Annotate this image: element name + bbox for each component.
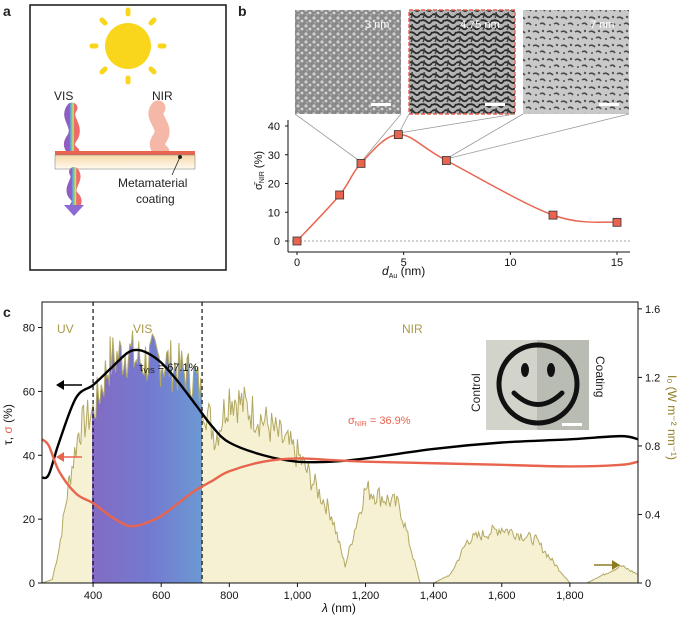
chart-c-y2-tick-label: 1.2	[645, 372, 660, 384]
chart-b-x-tick-label: 15	[611, 257, 623, 269]
sem-label-7nm: 7 nm	[590, 19, 614, 31]
svg-text:λ (nm): λ (nm)	[321, 601, 356, 615]
region-nir-label: NIR	[402, 322, 423, 336]
chart-c-y-tick-label: 20	[23, 514, 35, 526]
panel-b-letter: b	[238, 3, 247, 19]
coating-leader-dot	[178, 155, 182, 159]
chart-b-y-axis-label: σ̄NIR (%)	[253, 151, 266, 190]
arrow-right-irradiance-icon	[594, 560, 620, 570]
chart-b-data-point	[335, 190, 345, 200]
chart-b-y-tick-label: 30	[268, 150, 280, 162]
chart-c-x-tick-label: 600	[152, 590, 170, 602]
chart-c-y2-tick-label: 0.4	[645, 509, 660, 521]
chart-c-x-tick-label: 1,600	[488, 590, 516, 602]
coating-label-line2: coating	[136, 192, 175, 206]
arrow-left-tau-icon	[56, 380, 82, 390]
inset-control-label: Control	[469, 373, 483, 412]
chart-b-data-point	[548, 210, 558, 220]
chart-c-frame	[41, 301, 639, 584]
chart-b-y-tick-label: 20	[268, 179, 280, 191]
chart-b-data-point	[612, 217, 622, 227]
chart-c-y2-tick-label: 0.8	[645, 441, 660, 453]
chart-c-y-tick-label: 40	[23, 450, 35, 462]
coating-label-line1: Metamaterial	[118, 176, 187, 190]
chart-c-y2-tick-label: 1.6	[645, 304, 660, 316]
substrate-slab	[54, 154, 196, 170]
smiley-inset-photo	[486, 340, 589, 430]
sem-connector-lines	[294, 113, 630, 163]
nir-label: NIR	[152, 89, 173, 103]
sem-image-4.75nm: 4.75 nm	[408, 9, 516, 115]
chart-b-x-tick-label: 0	[294, 257, 300, 269]
chart-c-plot: 400 600 800 1,000 1,200 1,400 1,600 1,800020406…	[23, 301, 660, 602]
svg-text:σ̄NIR (%): σ̄NIR (%)	[253, 151, 266, 190]
chart-b-y-tick-label: 0	[274, 236, 280, 248]
chart-c-y-tick-label: 80	[23, 323, 35, 335]
sigma-series-line	[41, 438, 639, 528]
vis-transmitted-wave-icon	[66, 167, 82, 213]
chart-b-x-axis-label: dAu (nm)	[382, 264, 425, 280]
tau-series-line	[41, 348, 639, 480]
chart-c-x-tick-label: 1,200	[352, 590, 380, 602]
chart-b-data-point	[292, 236, 302, 246]
metamaterial-coating-layer	[55, 151, 195, 155]
sem-label-4.75nm: 4.75 nm	[460, 19, 500, 31]
sigma-annotation: σNIR = 36.9%	[348, 415, 411, 428]
sem-image-3nm: 3 nm	[295, 10, 401, 114]
region-uv-label: UV	[57, 322, 74, 336]
panel-a-letter: a	[3, 3, 11, 19]
chart-c-x-tick-label: 1,400	[420, 590, 448, 602]
chart-b-data-point	[356, 158, 366, 168]
sem-label-3nm: 3 nm	[365, 19, 389, 31]
arrow-left-sigma-icon	[56, 452, 82, 462]
chart-c-x-tick-label: 1,800	[556, 590, 584, 602]
panel-a-frame	[29, 4, 227, 271]
chart-b-x-tick-label: 10	[504, 257, 516, 269]
chart-b-data-point	[441, 156, 451, 165]
chart-b-plot: 0 5 10 15 0 10 20 30 40	[268, 120, 630, 269]
sem-image-7nm: 7 nm	[523, 10, 629, 114]
bottom-axis-label: λ (nm)	[321, 601, 356, 615]
inset-coating-label: Coating	[593, 356, 607, 397]
chart-c-y-tick-label: 60	[23, 386, 35, 398]
vis-wave-icon	[63, 102, 80, 158]
chart-c-x-tick-label: 400	[84, 590, 102, 602]
visible-spectrum-fill	[92, 330, 202, 583]
chart-c-x-tick-label: 1,000	[284, 590, 312, 602]
chart-b-y-tick-label: 10	[268, 207, 280, 219]
tau-annotation: τVIS = 67.1%	[139, 362, 199, 375]
svg-text:dAu (nm): dAu (nm)	[382, 264, 425, 280]
irradiance-line	[41, 330, 639, 584]
svg-text:τ, σ (%): τ, σ (%)	[1, 404, 15, 445]
left-axis-label: τ, σ (%)	[1, 404, 15, 445]
nir-wave-icon	[148, 100, 170, 160]
chart-b-x-tick-label: 5	[401, 257, 407, 269]
right-axis-label: I₀ (W m⁻² nm⁻¹)	[665, 375, 679, 460]
panel-c-letter: c	[3, 304, 11, 320]
chart-c-y-tick-label: 0	[29, 578, 35, 590]
chart-c-x-tick-label: 800	[220, 590, 238, 602]
coating-leader-line	[171, 156, 181, 176]
chart-b-y-tick-label: 40	[268, 121, 280, 133]
sun-icon	[89, 7, 167, 85]
chart-c-y2-tick-label: 0	[645, 578, 651, 590]
region-vis-label: VIS	[133, 322, 152, 336]
arrow-down-icon	[64, 205, 84, 216]
vis-label: VIS	[54, 89, 73, 103]
chart-b-data-point	[393, 130, 403, 140]
